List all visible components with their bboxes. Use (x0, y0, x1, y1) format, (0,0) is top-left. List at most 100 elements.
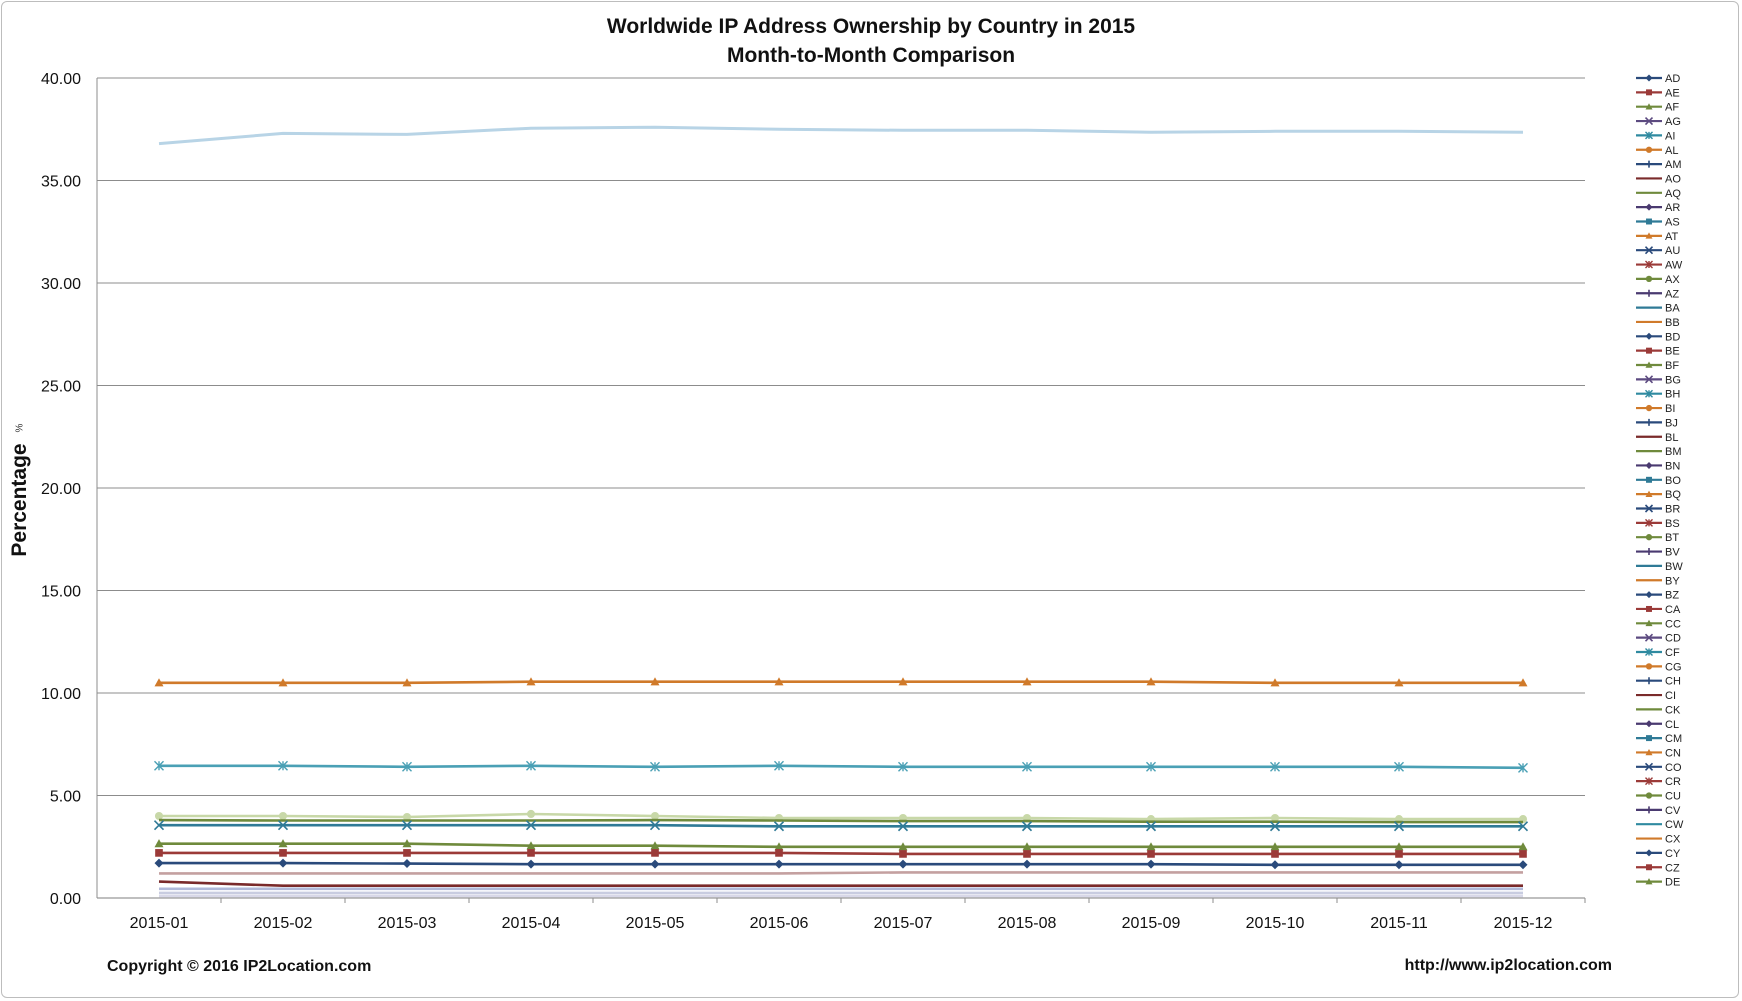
data-point (899, 850, 907, 858)
legend-label: AM (1665, 159, 1682, 171)
legend-label: CZ (1665, 862, 1680, 874)
legend-entry: CH (1636, 676, 1681, 688)
x-tick-label: 2015-10 (1246, 915, 1305, 932)
legend-label: BY (1665, 575, 1680, 587)
legend-label: BM (1665, 446, 1682, 458)
series-path (159, 861, 1523, 867)
data-point (898, 842, 908, 851)
legend-entry: BW (1636, 561, 1683, 573)
legend-entry: CI (1636, 690, 1676, 702)
x-tick-label: 2015-07 (874, 915, 933, 932)
y-tick-label: 15.00 (41, 584, 81, 601)
legend-marker (1646, 864, 1652, 871)
x-tick-label: 2015-08 (998, 915, 1057, 932)
legend-marker (1644, 633, 1654, 642)
legend-label: BN (1665, 460, 1680, 472)
data-point (1022, 677, 1032, 686)
legend-label: AU (1665, 245, 1680, 257)
data-point (401, 820, 413, 831)
data-point (650, 841, 660, 850)
legend-label: BL (1665, 432, 1678, 444)
legend-entry: BR (1636, 504, 1680, 516)
legend-entry: AD (1636, 73, 1680, 85)
data-point (154, 678, 164, 687)
data-point (1022, 761, 1032, 772)
data-point (278, 839, 288, 848)
legend-marker (1646, 735, 1652, 742)
legend-entry: BD (1636, 331, 1680, 343)
legend-label: BE (1665, 346, 1680, 358)
legend-label: AO (1665, 173, 1681, 185)
legend-entry: CU (1636, 791, 1681, 803)
legend-marker (1645, 677, 1653, 685)
legend-label: CU (1665, 791, 1681, 803)
legend-marker (1644, 762, 1654, 771)
legend-marker (1645, 663, 1653, 670)
legend-entry: BO (1636, 475, 1681, 487)
legend-label: AE (1665, 87, 1680, 99)
legend-marker (1645, 418, 1653, 426)
series-path (159, 851, 1523, 856)
data-point (1393, 821, 1405, 832)
legend-entry: BQ (1636, 489, 1681, 501)
data-point (402, 761, 412, 772)
series-line (154, 760, 1528, 773)
data-point (1270, 678, 1280, 687)
series-line (158, 880, 1523, 888)
legend-label: AW (1665, 260, 1683, 272)
legend-marker (1645, 720, 1653, 728)
x-tick-label: 2015-02 (254, 915, 313, 932)
legend-entry: CW (1636, 819, 1684, 831)
series-line (153, 820, 1529, 832)
data-point (1519, 850, 1527, 858)
y-axis-label: Percentage (8, 443, 31, 557)
legend-marker (1645, 74, 1653, 82)
data-point (154, 858, 164, 868)
legend-entry: AW (1636, 260, 1683, 272)
data-point (154, 760, 164, 771)
legend-entry: AZ (1636, 288, 1679, 300)
data-point (278, 678, 288, 687)
data-point (1022, 842, 1032, 851)
data-point (650, 677, 660, 686)
legend-entry: CN (1636, 747, 1681, 759)
legend-marker (1645, 103, 1653, 110)
data-point (526, 841, 536, 850)
legend-label: CN (1665, 747, 1681, 759)
data-point (279, 849, 287, 857)
legend-entry: BT (1636, 532, 1679, 544)
legend-entry: AR (1636, 202, 1680, 214)
chart-subtitle: Month-to-Month Comparison (726, 44, 1016, 67)
data-point (154, 839, 164, 848)
legend-label: CH (1665, 676, 1681, 688)
series-path (159, 871, 1523, 875)
legend-label: CX (1665, 834, 1681, 846)
legend-label: CD (1665, 633, 1681, 645)
series-path (159, 680, 1523, 685)
legend-entry: AS (1636, 217, 1680, 229)
data-point (1518, 860, 1528, 870)
legend-entry: AT (1636, 231, 1679, 243)
data-point (278, 811, 288, 821)
legend-marker (1644, 375, 1654, 384)
y-axis-unit: % (14, 423, 26, 433)
legend-label: AI (1665, 130, 1675, 142)
x-tick-label: 2015-03 (378, 915, 437, 932)
data-point (1518, 842, 1528, 851)
data-point (897, 821, 909, 832)
legend-marker (1644, 116, 1654, 126)
legend-marker (1645, 748, 1653, 756)
legend-entry: CD (1636, 633, 1681, 645)
data-point (1269, 821, 1281, 832)
series-line (154, 677, 1528, 687)
series-path (159, 823, 1523, 828)
data-point (775, 849, 783, 857)
data-point (651, 849, 659, 857)
data-point (650, 811, 660, 821)
legend-entry: AQ (1636, 188, 1681, 200)
data-point (898, 677, 908, 686)
legend-label: BA (1665, 303, 1680, 315)
legend-entry: AE (1636, 87, 1680, 99)
data-point (1270, 860, 1280, 870)
legend-entry: BS (1636, 518, 1680, 530)
